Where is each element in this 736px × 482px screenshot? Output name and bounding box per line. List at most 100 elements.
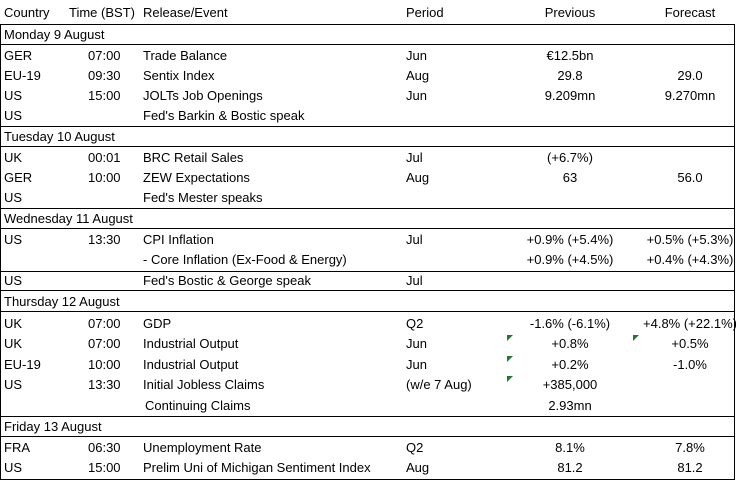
cell-country: UK (4, 316, 23, 331)
rule (0, 479, 734, 480)
cell-time: 15:00 (88, 460, 121, 475)
cell-event: Continuing Claims (145, 398, 251, 413)
rule (0, 271, 734, 272)
table-row: GER 07:00 Trade Balance Jun €12.5bn (0, 46, 736, 66)
cell-time: 07:00 (88, 336, 121, 351)
cell-event: Industrial Output (143, 357, 239, 372)
cell-event: - Core Inflation (Ex-Food & Energy) (143, 252, 347, 267)
cell-forecast: +4.8% (+22.1%) (643, 316, 736, 331)
cell-period: Jun (406, 48, 427, 63)
cell-forecast: +0.5% (+5.3%) (646, 232, 734, 247)
header-previous: Previous (544, 5, 596, 20)
cell-previous: -1.6% (-6.1%) (529, 316, 611, 331)
day-heading-row: Thursday 12 August (0, 292, 736, 312)
cell-time: 13:30 (88, 232, 121, 247)
cell-period: Jul (406, 273, 423, 288)
table-row: EU-19 09:30 Sentix Index Aug 29.8 29.0 (0, 66, 736, 86)
cell-event: BRC Retail Sales (143, 150, 244, 165)
day-heading-row: Monday 9 August (0, 25, 736, 45)
rule (0, 24, 734, 25)
day-heading: Thursday 12 August (4, 294, 120, 309)
table-row: US 13:30 CPI Inflation Jul +0.9% (+5.4%)… (0, 230, 736, 250)
cell-previous: +0.2% (551, 357, 589, 372)
cell-event: Fed's Barkin & Bostic speak (143, 108, 305, 123)
cell-forecast (620, 46, 736, 66)
table-row: US Fed's Bostic & George speak Jul (0, 271, 736, 291)
table-row: - Core Inflation (Ex-Food & Energy) +0.9… (0, 250, 736, 270)
header-event: Release/Event (143, 5, 228, 20)
cell-time: 13:30 (88, 377, 121, 392)
cell-event: Initial Jobless Claims (143, 377, 265, 392)
cell-period: Aug (406, 460, 430, 475)
cell-country: US (4, 460, 23, 475)
cell-time: 07:00 (88, 48, 121, 63)
cell-country: FRA (4, 440, 30, 455)
cell-previous: +0.9% (+4.5%) (526, 252, 614, 267)
cell-period: Aug (406, 68, 430, 83)
cell-country: US (4, 273, 23, 288)
table-row: FRA 06:30 Unemployment Rate Q2 8.1% 7.8% (0, 438, 736, 458)
rule (0, 416, 734, 417)
cell-time: 10:00 (88, 357, 121, 372)
table-row: UK 00:01 BRC Retail Sales Jul (+6.7%) (0, 148, 736, 168)
cell-time: 09:30 (88, 68, 121, 83)
comment-marker-icon (507, 356, 513, 362)
cell-country: EU-19 (4, 357, 41, 372)
table-row: GER 10:00 ZEW Expectations Aug 63 56.0 (0, 168, 736, 188)
cell-forecast: 9.270mn (664, 88, 716, 103)
rule (0, 436, 734, 437)
cell-time: 06:30 (88, 440, 121, 455)
cell-previous: (+6.7%) (547, 150, 593, 165)
day-heading-row: Wednesday 11 August (0, 209, 736, 229)
table-row: UK 07:00 GDP Q2 -1.6% (-6.1%) +4.8% (+22… (0, 314, 736, 334)
header-period: Period (406, 5, 444, 20)
rule (0, 228, 734, 229)
rule (0, 208, 734, 209)
cell-event: CPI Inflation (143, 232, 214, 247)
cell-country: EU-19 (4, 68, 41, 83)
cell-country: GER (4, 48, 33, 63)
day-heading-row: Friday 13 August (0, 417, 736, 437)
cell-event: ZEW Expectations (143, 170, 250, 185)
cell-forecast: 56.0 (677, 170, 703, 185)
day-heading-row: Tuesday 10 August (0, 127, 736, 147)
day-heading: Wednesday 11 August (4, 211, 133, 226)
cell-event: Sentix Index (143, 68, 215, 83)
table-row: US 13:30 Initial Jobless Claims (w/e 7 A… (0, 375, 736, 395)
cell-previous: €12.5bn (546, 48, 594, 63)
cell-time: 15:00 (88, 88, 121, 103)
rule (0, 290, 734, 291)
cell-period: Aug (406, 170, 430, 185)
cell-previous: 9.209mn (544, 88, 596, 103)
comment-marker-icon (507, 376, 513, 382)
cell-forecast: -1.0% (673, 357, 707, 372)
cell-period: Jun (406, 357, 427, 372)
cell-country: US (4, 232, 23, 247)
table-row: UK 07:00 Industrial Output Jun +0.8% +0.… (0, 334, 736, 354)
cell-previous: +385,000 (542, 377, 598, 392)
cell-forecast: +0.5% (671, 336, 709, 351)
rule (0, 311, 734, 312)
header-forecast: Forecast (664, 5, 716, 20)
cell-forecast: 29.0 (677, 68, 703, 83)
cell-previous: 2.93mn (548, 398, 592, 413)
cell-period: Jun (406, 88, 427, 103)
cell-time: 07:00 (88, 316, 121, 331)
cell-forecast: 7.8% (675, 440, 705, 455)
table-row: EU-19 10:00 Industrial Output Jun +0.2% … (0, 355, 736, 375)
rule (0, 126, 734, 127)
cell-period: (w/e 7 Aug) (406, 377, 472, 392)
day-heading: Tuesday 10 August (4, 129, 115, 144)
cell-period: Jun (406, 336, 427, 351)
header-country: Country (4, 5, 50, 20)
cell-period: Q2 (406, 440, 424, 455)
cell-previous: 63 (562, 170, 578, 185)
cell-event: Unemployment Rate (143, 440, 262, 455)
day-heading: Monday 9 August (4, 27, 105, 42)
header-time: Time (BST) (69, 5, 135, 20)
table-row: US Fed's Mester speaks (0, 188, 736, 208)
cell-time: 00:01 (88, 150, 121, 165)
comment-marker-icon (507, 335, 513, 341)
day-heading: Friday 13 August (4, 419, 102, 434)
